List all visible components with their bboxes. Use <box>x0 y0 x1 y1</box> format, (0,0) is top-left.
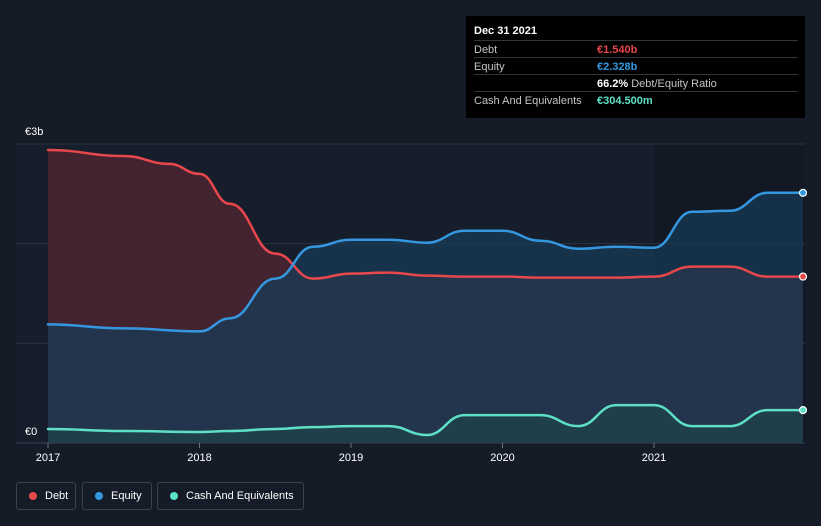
tooltip-ratio-value: 66.2% <box>597 78 629 90</box>
tooltip-row-equity: Equity €2.328b <box>474 57 798 74</box>
legend-equity-dot-icon <box>95 492 103 500</box>
tooltip-row-debt: Debt €1.540b <box>474 40 798 57</box>
tooltip-row-cash: Cash And Equivalents €304.500m <box>474 91 798 108</box>
legend-debt-label: Debt <box>45 490 69 502</box>
legend-debt[interactable]: Debt <box>16 482 76 510</box>
legend-equity[interactable]: Equity <box>82 482 152 510</box>
x-tick-2017: 2017 <box>36 452 60 464</box>
tooltip-ratio-label: Debt/Equity Ratio <box>631 78 717 90</box>
area-layer <box>48 150 803 443</box>
x-tick-2021: 2021 <box>642 452 666 464</box>
cash-line <box>46 403 805 437</box>
x-tick-2019: 2019 <box>339 452 363 464</box>
x-tick-2020: 2020 <box>490 452 514 464</box>
tooltip-debt-value: €1.540b <box>597 44 638 56</box>
debt-line <box>46 148 805 280</box>
tooltip-row-ratio: 66.2% Debt/Equity Ratio <box>474 74 798 91</box>
equity-area <box>48 192 803 443</box>
legend-debt-dot-icon <box>29 492 37 500</box>
debt-end-marker <box>798 272 808 281</box>
tooltip-equity-value: €2.328b <box>597 61 638 73</box>
y-tick-zero: €0 <box>25 426 37 438</box>
legend-cash-label: Cash And Equivalents <box>186 490 294 502</box>
tooltip-cash-label: Cash And Equivalents <box>474 95 582 107</box>
legend-cash[interactable]: Cash And Equivalents <box>157 482 304 510</box>
equity-end-marker <box>798 188 808 197</box>
tooltip-debt-label: Debt <box>474 44 498 56</box>
tooltip-equity-label: Equity <box>474 61 505 73</box>
axis-layer: 2017 2018 2019 2020 2021 €3b €0 <box>25 126 666 464</box>
line-layer <box>46 148 805 437</box>
cash-area <box>48 405 803 443</box>
equity-line <box>46 191 805 333</box>
legend-cash-dot-icon <box>170 492 178 500</box>
tooltip-cash-value: €304.500m <box>597 95 653 107</box>
tooltip-panel: Dec 31 2021 Debt €1.540b Equity €2.328b … <box>466 16 805 118</box>
debt-equity-chart: 2017 2018 2019 2020 2021 €3b €0 <box>16 126 808 464</box>
legend-equity-label: Equity <box>111 490 142 502</box>
tooltip-date: Dec 31 2021 <box>474 25 537 37</box>
cash-end-marker <box>798 406 808 415</box>
y-tick-top: €3b <box>25 126 43 138</box>
marker-layer <box>798 188 808 415</box>
x-tick-2018: 2018 <box>187 452 211 464</box>
